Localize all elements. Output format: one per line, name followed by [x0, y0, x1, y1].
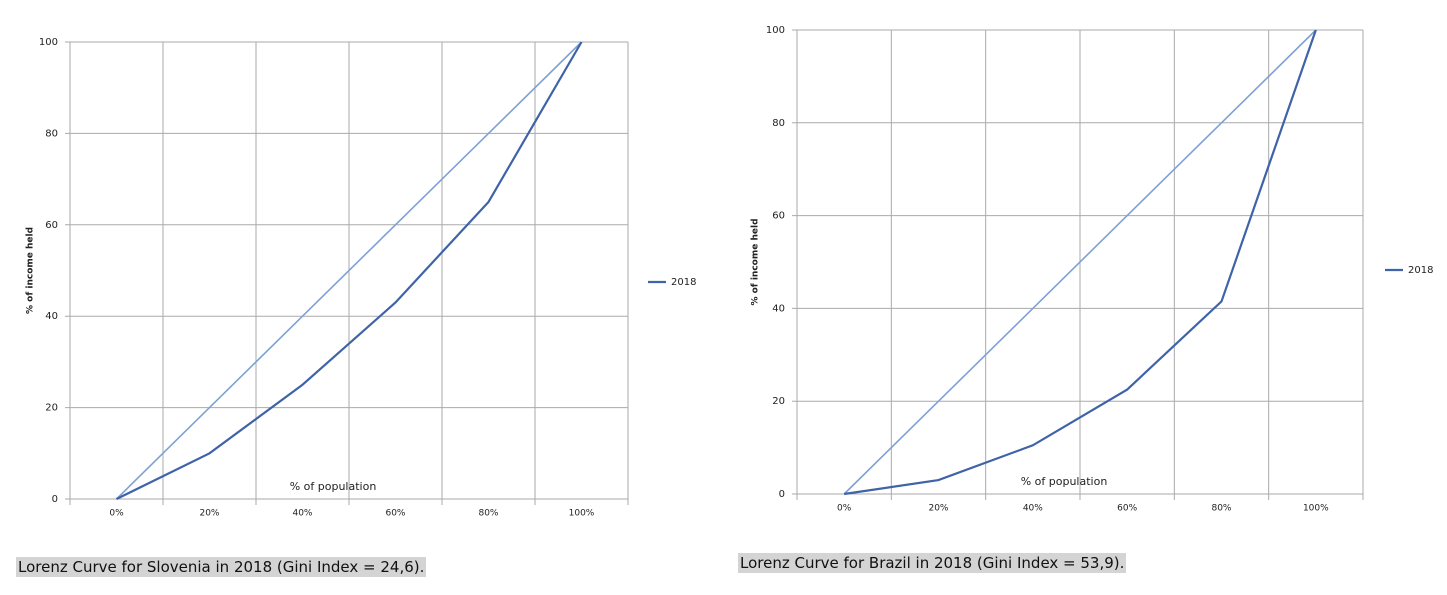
y-tick-label: 20: [772, 396, 785, 407]
caption: Lorenz Curve for Brazil in 2018 (Gini In…: [738, 553, 1127, 573]
x-tick-label: 80%: [1211, 504, 1231, 514]
y-tick-label: 100: [766, 25, 785, 36]
y-axis-label: % of income held: [26, 227, 36, 314]
x-tick-label: 60%: [1117, 504, 1137, 514]
y-tick-label: 60: [45, 220, 58, 231]
x-tick-label: 0%: [109, 509, 124, 519]
x-tick-label: 40%: [292, 509, 312, 519]
y-axis-label: % of income held: [751, 218, 761, 305]
y-tick-label: 100: [39, 37, 58, 48]
line-series: [844, 29, 1317, 496]
line-series: [115, 41, 583, 500]
y-tick-label: 40: [772, 303, 785, 314]
y-tick-label: 80: [45, 128, 58, 139]
caption: Lorenz Curve for Slovenia in 2018 (Gini …: [16, 557, 427, 577]
line-series: [116, 41, 583, 500]
x-tick-label: 100%: [1303, 504, 1329, 514]
y-tick-label: 20: [45, 403, 58, 414]
legend-label: 2018: [1408, 265, 1433, 276]
x-axis-label: % of population: [290, 480, 377, 493]
x-tick-label: 20%: [199, 509, 219, 519]
line-series: [843, 29, 1317, 495]
y-tick-label: 80: [772, 118, 785, 129]
x-tick-label: 20%: [928, 504, 948, 514]
x-tick-label: 100%: [569, 509, 595, 519]
x-tick-label: 0%: [837, 504, 852, 514]
x-tick-label: 80%: [478, 509, 498, 519]
x-axis-label: % of population: [1021, 475, 1108, 488]
legend-label: 2018: [671, 277, 696, 288]
y-tick-label: 40: [45, 311, 58, 322]
y-tick-label: 0: [52, 494, 58, 505]
y-tick-label: 0: [779, 489, 785, 500]
x-tick-label: 40%: [1023, 504, 1043, 514]
y-tick-label: 60: [772, 211, 785, 222]
x-tick-label: 60%: [385, 509, 405, 519]
